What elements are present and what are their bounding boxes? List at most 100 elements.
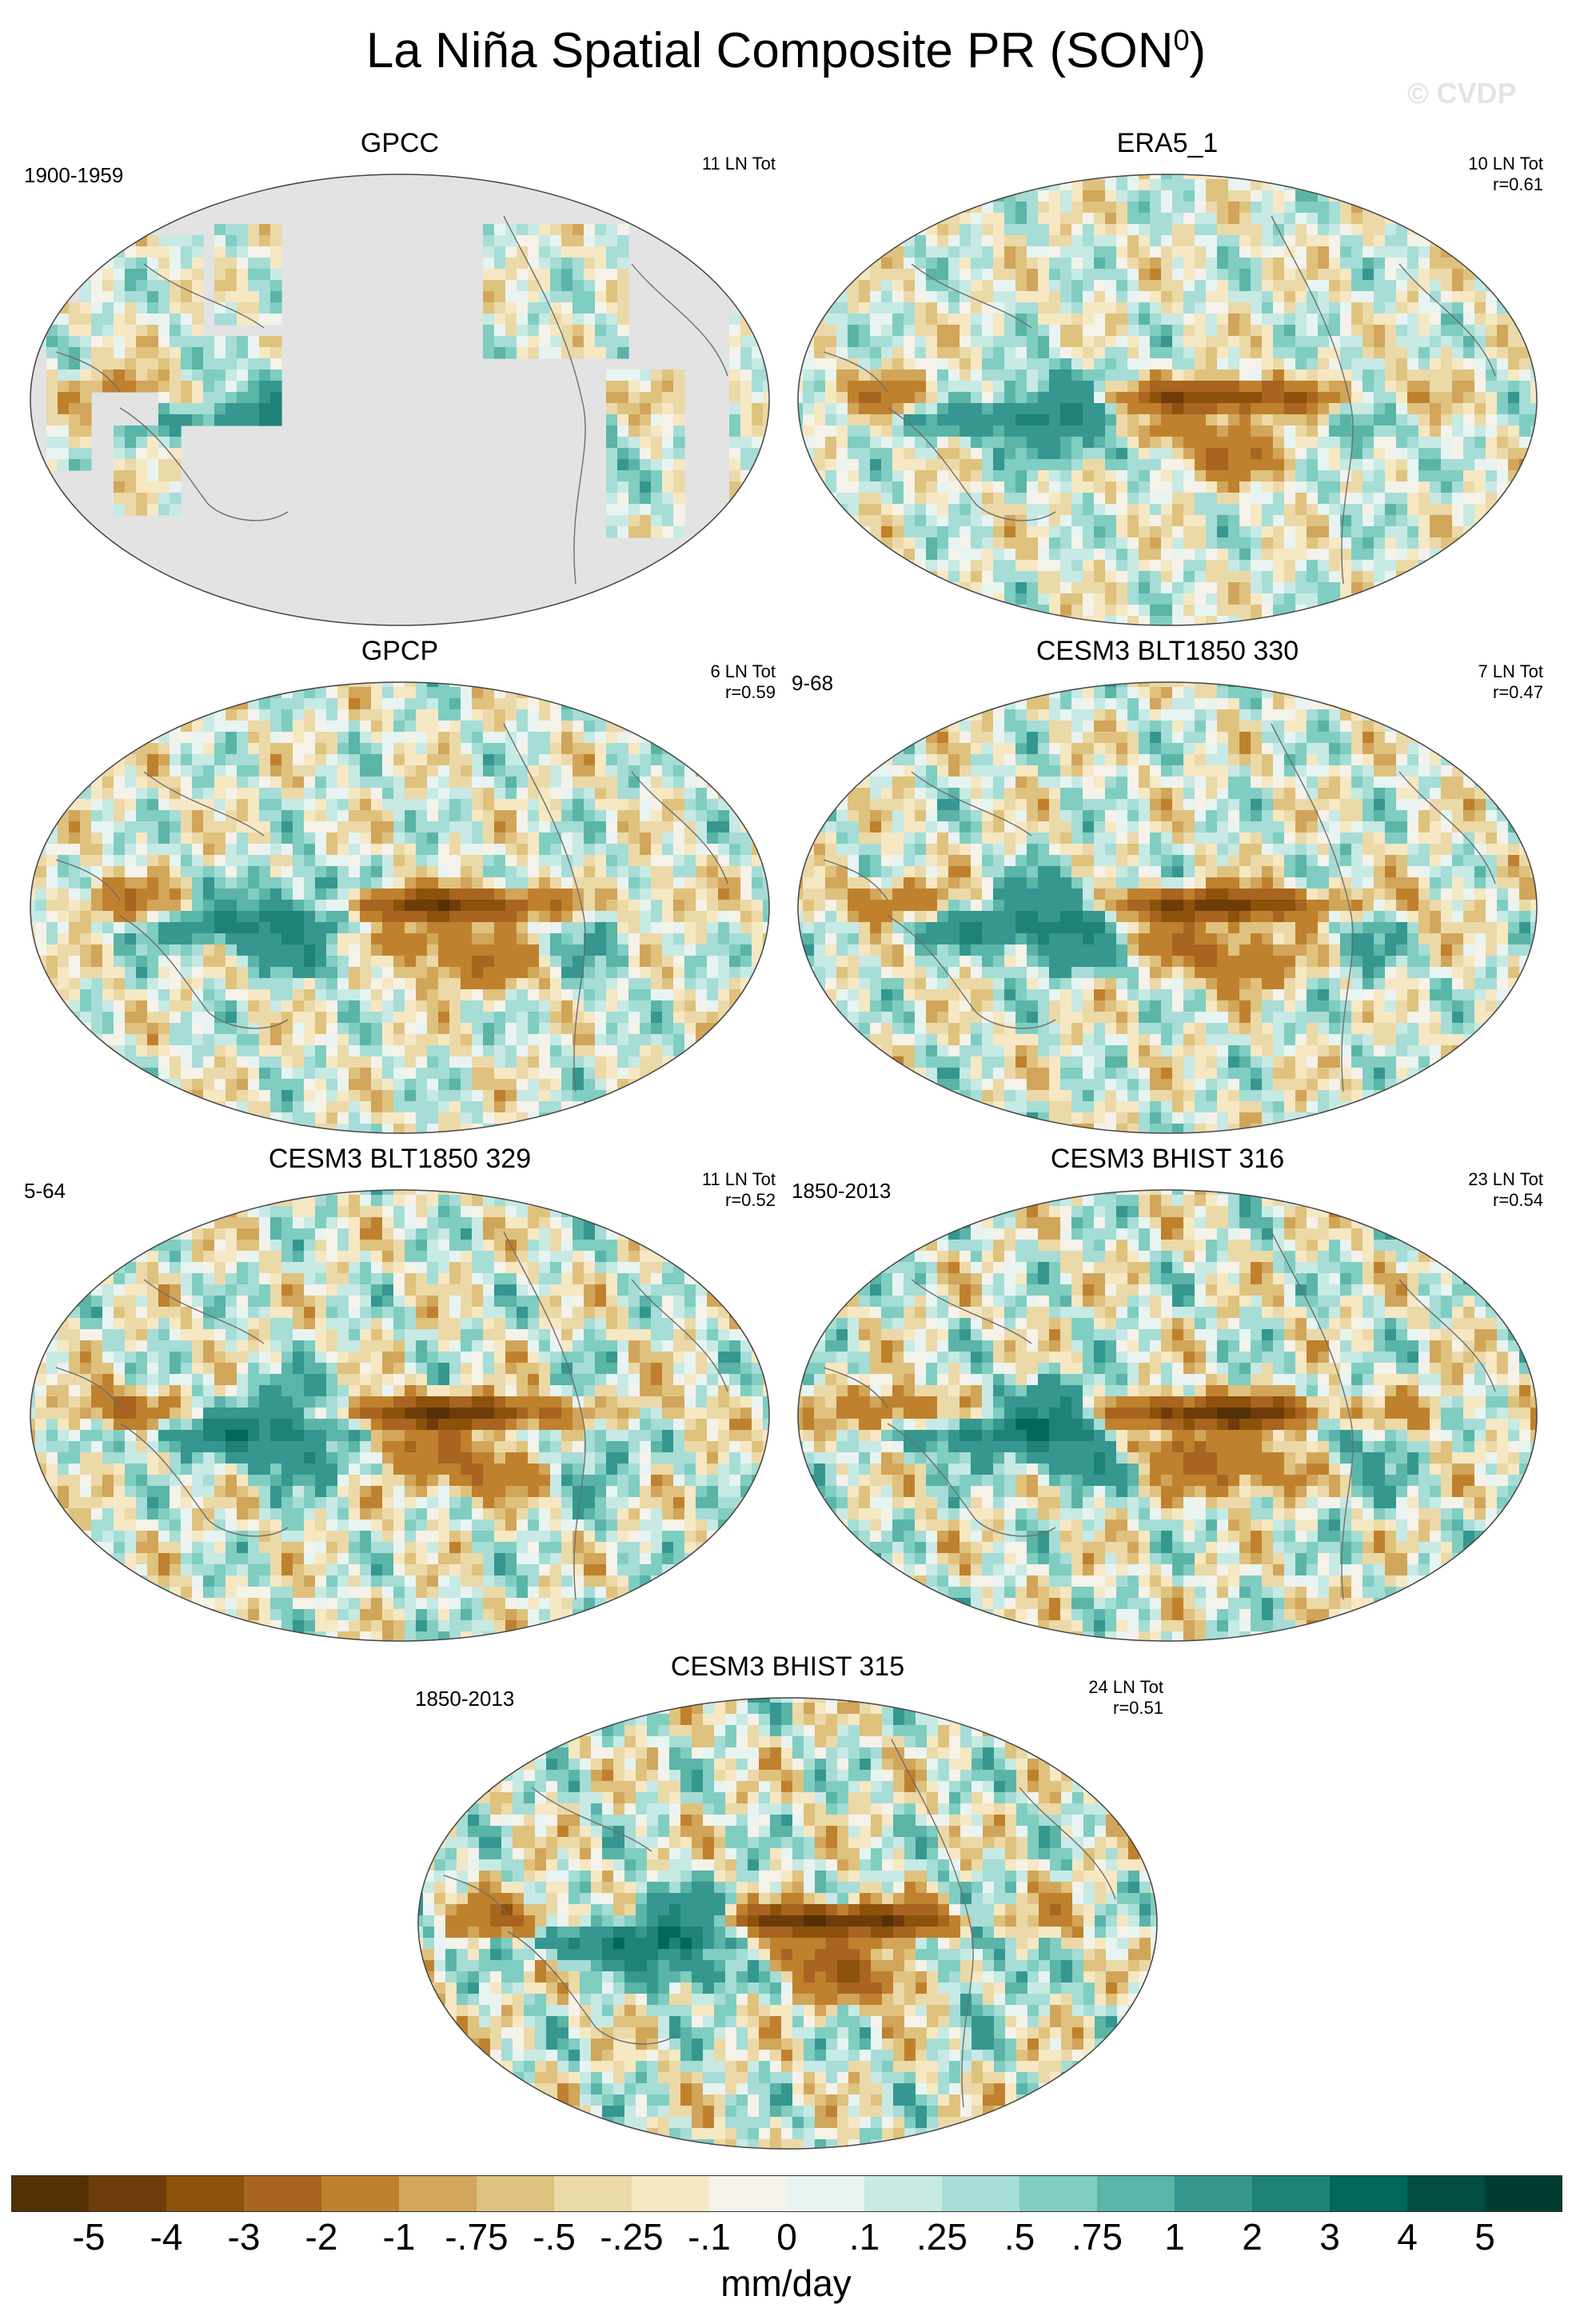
coastline — [887, 407, 1056, 521]
panel-stats: 11 LN Tot r=0.52 — [701, 1169, 776, 1210]
colorbar-swatch — [554, 2175, 632, 2212]
colorbar-tick-label: .75 — [1071, 2216, 1123, 2258]
colorbar-swatch — [89, 2175, 166, 2212]
coastline — [1398, 263, 1496, 377]
coastline — [887, 1423, 1056, 1537]
colorbar-tick-label: .1 — [848, 2216, 880, 2258]
panel-period: 1850-2013 — [415, 1687, 515, 1711]
coastline — [55, 351, 121, 393]
colorbar-swatch — [321, 2175, 399, 2212]
coastline — [911, 771, 1032, 837]
coastline — [631, 771, 728, 884]
coastline — [503, 1231, 586, 1600]
colorbar-swatch — [1485, 2175, 1562, 2212]
colorbar-units: mm/day — [720, 2262, 852, 2304]
panel-stats: 11 LN Tot — [701, 154, 776, 174]
coastline — [55, 859, 121, 900]
colorbar-swatch — [1252, 2175, 1330, 2212]
coastline — [823, 351, 888, 393]
coastline — [143, 263, 265, 329]
colorbar-tick-label: 2 — [1242, 2216, 1263, 2258]
coastline — [911, 263, 1032, 329]
colorbar-swatch — [1330, 2175, 1407, 2212]
colorbar-swatch — [244, 2175, 321, 2212]
coastline — [887, 915, 1056, 1029]
colorbar-tick-label: 5 — [1474, 2216, 1495, 2258]
colorbar-swatch — [632, 2175, 709, 2212]
panel-stats: 24 LN Tot r=0.51 — [1088, 1677, 1163, 1718]
colorbar-labels: -5 -4 -3 -2 -1 -.75 -.5 -.25 -.1 0 .1 .25 .5 .75 1 2 3 4 5 — [11, 2215, 1562, 2263]
colorbar-tick-label: -5 — [72, 2216, 106, 2258]
coastline — [631, 263, 728, 377]
map-panel-gpcc: GPCC 1900-1959 11 LN Tot — [24, 128, 776, 640]
map-border — [797, 681, 1538, 1134]
coastline — [823, 859, 888, 900]
map-panel-cesm3-blt1850-330: CESM3 BLT1850 330 9-68 7 LN Tot r=0.47 — [792, 636, 1543, 1148]
colorbar-tick-label: 3 — [1319, 2216, 1340, 2258]
coastline — [1271, 723, 1354, 1092]
map-panel-cesm3-bhist-315: CESM3 BHIST 315 1850-2013 24 LN Tot r=0.5… — [412, 1651, 1163, 2163]
coastline — [443, 1875, 509, 1916]
colorbar-swatch — [399, 2175, 477, 2212]
colorbar-swatch — [166, 2175, 244, 2212]
panel-title: CESM3 BHIST 316 — [1050, 1144, 1285, 1174]
coastline — [143, 1279, 265, 1344]
map-border — [797, 1189, 1538, 1642]
coastline — [503, 723, 586, 1092]
panel-title: GPCP — [361, 636, 439, 666]
coastline — [143, 771, 265, 837]
colorbar-tick-label: -.25 — [600, 2216, 664, 2258]
panel-period: 5-64 — [24, 1179, 66, 1203]
precip-map — [417, 1697, 1158, 2150]
precip-map — [30, 174, 770, 626]
coastline — [1271, 1231, 1354, 1600]
colorbar-swatch — [477, 2175, 554, 2212]
coastline — [1019, 1787, 1116, 1900]
coastline — [119, 915, 289, 1029]
colorbar-tick-label: -4 — [150, 2216, 183, 2258]
coastline — [631, 1279, 728, 1392]
colorbar-swatch — [864, 2175, 942, 2212]
coastline — [55, 1367, 121, 1408]
coastline — [1271, 215, 1354, 585]
map-panel-era5: ERA5_1 10 LN Tot r=0.61 — [792, 128, 1543, 640]
colorbar-tick-label: 0 — [776, 2216, 797, 2258]
panel-title: CESM3 BHIST 315 — [670, 1651, 905, 1682]
colorbar-swatch — [1175, 2175, 1252, 2212]
precip-map — [797, 1189, 1538, 1642]
colorbar-tick-label: -.75 — [445, 2216, 509, 2258]
map-panel-gpcp: GPCP 6 LN Tot r=0.59 — [24, 636, 776, 1148]
precip-map — [30, 1189, 770, 1642]
colorbar-tick-label: -1 — [382, 2216, 416, 2258]
colorbar-tick-label: -.1 — [688, 2216, 731, 2258]
coastline — [119, 1423, 289, 1537]
precip-map — [30, 681, 770, 1134]
colorbar-swatch — [709, 2175, 787, 2212]
precip-map — [797, 681, 1538, 1134]
colorbar-tick-label: 4 — [1397, 2216, 1418, 2258]
panel-stats: 10 LN Tot r=0.61 — [1468, 154, 1543, 194]
panel-title: CESM3 BLT1850 330 — [1035, 636, 1299, 666]
coastline — [507, 1931, 676, 2045]
coastline — [1398, 1279, 1496, 1392]
coastline — [503, 215, 586, 585]
precip-map — [797, 174, 1538, 626]
colorbar-swatch — [787, 2175, 864, 2212]
panel-stats: 6 LN Tot r=0.59 — [710, 661, 776, 702]
panel-period: 1850-2013 — [792, 1179, 892, 1203]
panel-title: CESM3 BLT1850 329 — [268, 1144, 532, 1174]
map-panel-cesm3-bhist-316: CESM3 BHIST 316 1850-2013 23 LN Tot r=0.5… — [792, 1144, 1543, 1655]
colorbar-tick-label: -.5 — [533, 2216, 576, 2258]
colorbar-tick-label: .5 — [1003, 2216, 1035, 2258]
coastline — [911, 1279, 1032, 1344]
colorbar-tick-label: -2 — [305, 2216, 338, 2258]
panel-period: 1900-1959 — [24, 163, 124, 187]
panel-title: ERA5_1 — [1116, 128, 1219, 158]
coastline — [531, 1787, 652, 1852]
panel-stats: 23 LN Tot r=0.54 — [1468, 1169, 1543, 1210]
colorbar-swatch — [1407, 2175, 1485, 2212]
map-border — [30, 681, 770, 1134]
panel-title: GPCC — [360, 128, 440, 158]
colorbar-tick-label: .25 — [916, 2216, 968, 2258]
